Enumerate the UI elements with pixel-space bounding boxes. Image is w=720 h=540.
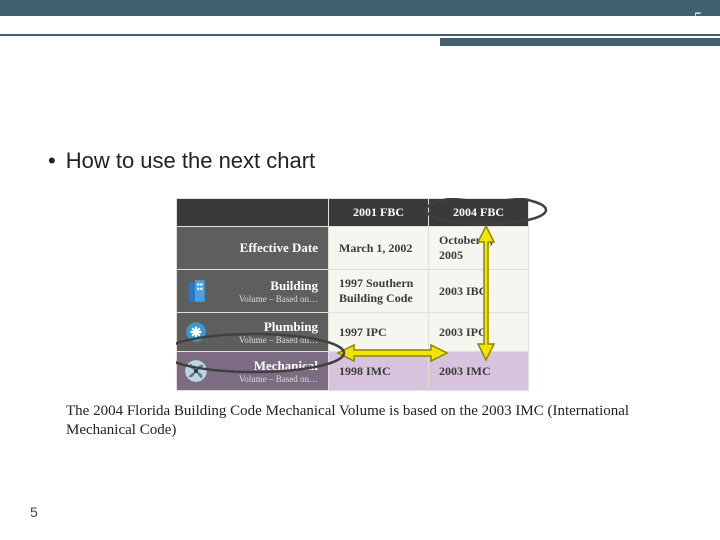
- cell-eff-2004: October 1, 2005: [429, 227, 529, 270]
- row-label: Building: [270, 278, 318, 293]
- caption-text: The 2004 Florida Building Code Mechanica…: [66, 402, 656, 440]
- table-row: Plumbing Volume – Based on… 1997 IPC 200…: [177, 313, 529, 352]
- codes-table: 2001 FBC 2004 FBC Effective Date March 1…: [176, 198, 529, 391]
- row-header-plumbing: Plumbing Volume – Based on…: [177, 313, 329, 352]
- cell-plumbing-2001: 1997 IPC: [329, 313, 429, 352]
- table-row: Effective Date March 1, 2002 October 1, …: [177, 227, 529, 270]
- row-label: Effective Date: [240, 240, 318, 255]
- fan-icon: [183, 358, 209, 384]
- row-label: Plumbing: [264, 319, 318, 334]
- table-row: Mechanical Volume – Based on… 1998 IMC 2…: [177, 352, 529, 391]
- table-header-row: 2001 FBC 2004 FBC: [177, 199, 529, 227]
- cell-mechanical-2004: 2003 IMC: [429, 352, 529, 391]
- header-col-1: 2001 FBC: [329, 199, 429, 227]
- bullet-text: How to use the next chart: [66, 148, 315, 173]
- cell-building-2004: 2003 IBC: [429, 270, 529, 313]
- building-icon: [183, 278, 209, 304]
- row-sublabel: Volume – Based on…: [217, 374, 318, 384]
- page-number-bottom: 5: [30, 504, 38, 520]
- cell-plumbing-2004: 2003 IPC: [429, 313, 529, 352]
- plumbing-icon: [183, 319, 209, 345]
- row-sublabel: Volume – Based on…: [217, 335, 318, 345]
- row-label: Mechanical: [254, 358, 318, 373]
- bullet-dot: •: [48, 148, 56, 174]
- cell-building-2001: 1997 Southern Building Code: [329, 270, 429, 313]
- codes-table-wrap: 2001 FBC 2004 FBC Effective Date March 1…: [176, 198, 529, 391]
- page-number-top: 5: [694, 10, 702, 28]
- cell-eff-2001: March 1, 2002: [329, 227, 429, 270]
- cell-mechanical-2001: 1998 IMC: [329, 352, 429, 391]
- accent-rule-2: [440, 38, 720, 46]
- header-blank: [177, 199, 329, 227]
- accent-bar-top: [0, 0, 720, 16]
- slide: 5 • How to use the next chart 2001 FBC 20…: [0, 0, 720, 540]
- row-header-building: Building Volume – Based on…: [177, 270, 329, 313]
- row-header-mechanical: Mechanical Volume – Based on…: [177, 352, 329, 391]
- accent-rule-1: [0, 34, 720, 36]
- table-row: Building Volume – Based on… 1997 Souther…: [177, 270, 529, 313]
- header-col-2: 2004 FBC: [429, 199, 529, 227]
- bullet-heading: • How to use the next chart: [48, 148, 315, 174]
- row-sublabel: Volume – Based on…: [217, 294, 318, 304]
- row-header-effective-date: Effective Date: [177, 227, 329, 270]
